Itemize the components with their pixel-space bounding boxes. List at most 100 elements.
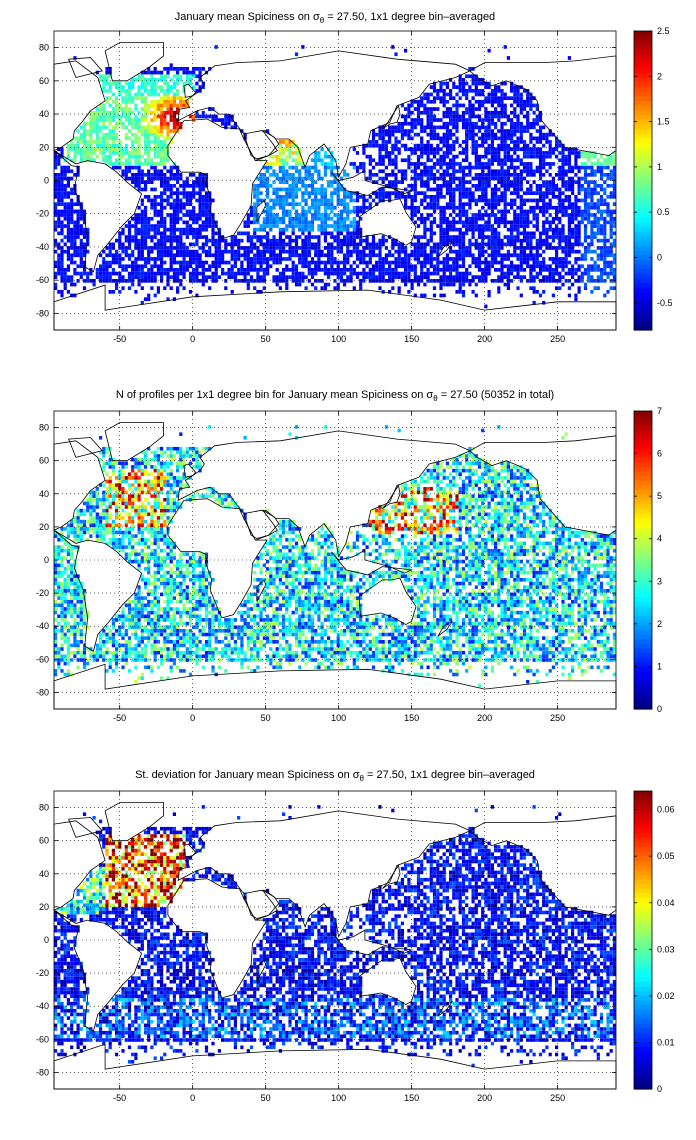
data-cell <box>214 257 218 261</box>
data-cell <box>487 238 491 243</box>
data-cell <box>555 227 559 232</box>
data-cell <box>593 286 597 290</box>
data-cell <box>54 205 58 210</box>
data-cell <box>211 260 215 265</box>
data-cell <box>555 205 559 210</box>
data-cell <box>166 235 170 239</box>
data-cell <box>545 187 549 192</box>
data-cell <box>545 191 549 195</box>
data-cell <box>179 202 183 206</box>
data-cell <box>445 187 449 192</box>
data-cell <box>506 151 510 155</box>
data-cell <box>497 195 501 199</box>
data-cell <box>452 282 456 287</box>
data-cell <box>538 195 543 199</box>
data-cell <box>291 195 295 199</box>
data-cell <box>339 271 343 276</box>
data-cell <box>73 242 77 247</box>
data-cell <box>381 271 385 276</box>
data-cell <box>156 231 160 236</box>
data-cell <box>516 257 520 261</box>
data-cell <box>394 260 398 265</box>
data-cell <box>99 125 103 130</box>
data-cell <box>503 191 507 195</box>
data-cell <box>555 143 559 148</box>
data-cell <box>204 253 209 258</box>
data-cell <box>156 103 160 108</box>
data-cell <box>266 260 270 265</box>
data-cell <box>574 227 578 232</box>
data-cell <box>150 268 154 272</box>
data-cell <box>176 271 180 276</box>
data-cell <box>143 136 148 141</box>
data-cell <box>420 162 424 166</box>
data-cell <box>323 286 327 290</box>
data-cell <box>551 191 555 195</box>
data-cell <box>121 85 125 89</box>
data-cell <box>522 154 527 159</box>
data-cell <box>500 238 504 243</box>
data-cell <box>455 125 459 130</box>
data-cell <box>320 216 324 221</box>
data-cell <box>526 224 530 228</box>
data-cell <box>564 249 568 254</box>
data-cell <box>542 180 546 184</box>
data-cell <box>160 162 164 166</box>
data-cell <box>343 227 347 232</box>
data-cell <box>320 253 324 258</box>
data-cell <box>394 275 398 279</box>
data-cell <box>124 246 128 250</box>
data-cell <box>86 249 90 254</box>
data-cell <box>285 268 289 272</box>
data-cell <box>378 151 382 155</box>
data-cell <box>349 224 353 228</box>
data-cell <box>333 205 337 210</box>
data-cell <box>57 290 61 294</box>
data-cell <box>327 147 331 152</box>
data-cell <box>519 209 523 214</box>
data-cell <box>156 169 160 174</box>
data-cell <box>124 162 128 166</box>
data-cell <box>355 227 360 232</box>
data-cell <box>500 176 504 181</box>
data-cell <box>57 242 61 247</box>
data-cell <box>63 275 67 279</box>
data-cell <box>445 114 449 119</box>
data-cell <box>413 173 417 177</box>
data-cell <box>275 282 279 287</box>
data-cell <box>368 195 372 199</box>
data-cell <box>461 246 466 250</box>
data-cell <box>253 209 257 214</box>
data-cell <box>410 268 414 272</box>
data-cell <box>134 242 138 247</box>
data-cell <box>510 253 514 258</box>
data-cell <box>378 286 382 290</box>
data-cell <box>490 191 494 195</box>
data-cell <box>397 257 401 261</box>
data-cell <box>426 260 430 265</box>
data-cell <box>92 121 96 126</box>
data-cell <box>127 246 132 250</box>
data-cell <box>439 140 443 144</box>
data-cell <box>445 147 449 152</box>
data-cell <box>545 136 549 141</box>
data-cell <box>115 257 119 261</box>
data-cell <box>256 279 260 283</box>
data-cell <box>587 249 591 254</box>
data-cell <box>127 162 132 166</box>
data-cell <box>384 173 388 177</box>
data-cell <box>439 268 443 272</box>
data-cell <box>163 246 167 250</box>
data-cell <box>519 147 523 152</box>
data-cell <box>278 271 282 276</box>
data-cell <box>461 110 466 115</box>
data-cell <box>137 143 141 148</box>
data-cell <box>160 198 164 203</box>
data-cell <box>494 136 498 141</box>
data-cell <box>519 110 523 115</box>
data-cell <box>609 271 613 276</box>
data-cell <box>612 165 616 170</box>
data-cell <box>465 279 469 283</box>
data-cell <box>160 205 164 210</box>
data-cell <box>115 151 119 155</box>
